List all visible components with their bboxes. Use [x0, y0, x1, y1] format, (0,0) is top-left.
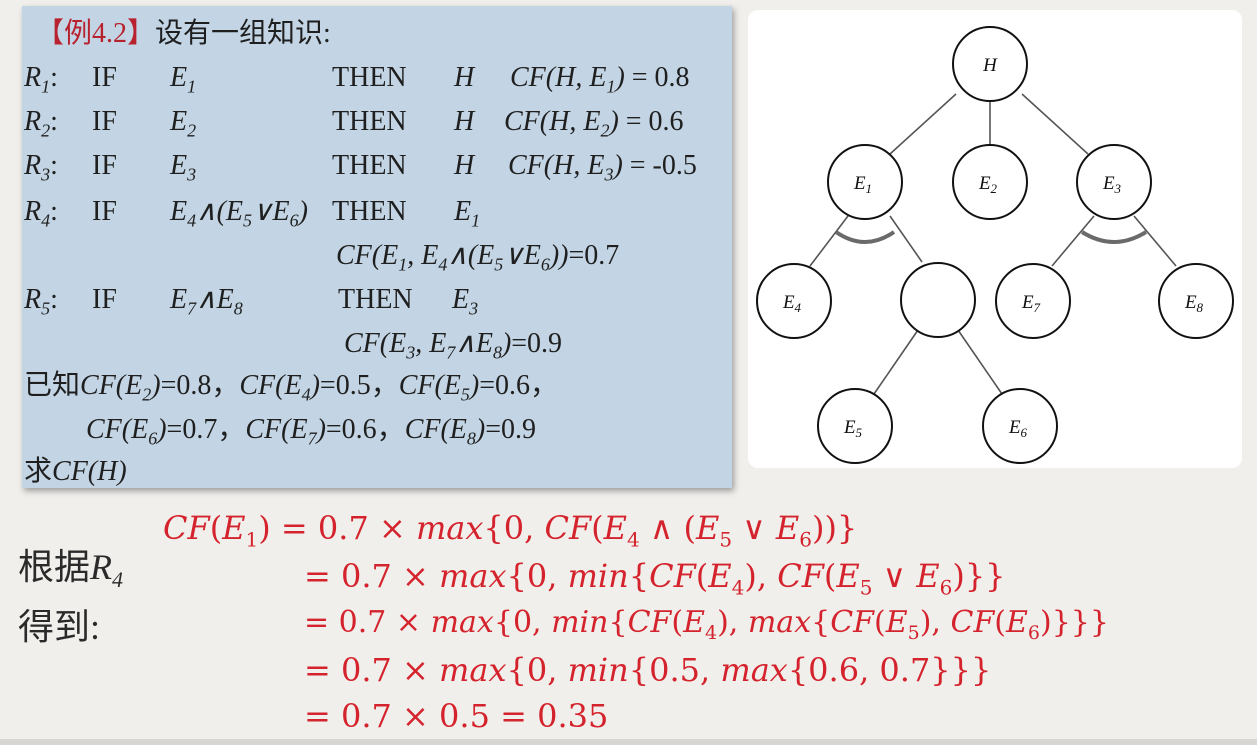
rule-r5: R5: [24, 284, 58, 319]
edge-e1-e4 [809, 215, 849, 267]
rule-r5-cf: CF(E3, E7∧E8)=0.9 [344, 328, 563, 363]
node-e6 [982, 388, 1058, 464]
rule-r4-then: THEN [332, 196, 407, 227]
rule-r1-conclusion: H [454, 62, 475, 93]
rule-r5-conclusion: E3 [452, 284, 479, 319]
rule-r3-conclusion: H [454, 150, 475, 181]
example-title: 【例4.2】设有一组知识: [36, 20, 331, 48]
and-arc-r5 [1080, 230, 1148, 244]
rule-r1-cf: CF(H, E1) = 0.8 [510, 62, 690, 97]
caption-according-r4: 根据R4 [18, 547, 124, 593]
node-h [952, 26, 1028, 102]
node-and [900, 262, 976, 338]
derivation-line-1: CF(E1) = 0.7 × max{0, CF(E4 ∧ (E5 ∨ E6))… [163, 509, 858, 552]
node-e5 [817, 388, 893, 464]
rule-r5-premise: E7∧E8 [170, 284, 243, 319]
rule-r3-premise: E3 [170, 150, 197, 185]
edge-and-e5 [873, 329, 919, 395]
known-values-line2: CF(E6)=0.7，CF(E7)=0.6，CF(E8)=0.9 [86, 414, 537, 449]
example-panel: 【例4.2】设有一组知识: R1: IF E1 THEN H CF(H, E1)… [22, 6, 732, 488]
rule-r2-premise: E2 [170, 106, 197, 141]
rule-r1-then: THEN [332, 62, 407, 93]
node-e7 [995, 263, 1071, 339]
node-e3 [1076, 144, 1152, 220]
derivation-line-2: = 0.7 × max{0, min{CF(E4), CF(E5 ∨ E6)}} [304, 557, 1006, 600]
derivation-line-4: = 0.7 × max{0, min{0.5, max{0.6, 0.7}}} [304, 651, 992, 689]
example-number: 【例4.2】 [36, 18, 156, 49]
rule-r1-premise: E1 [170, 62, 197, 97]
inference-tree-svg: H E1 E2 E3 E4 E7 E8 E5 E6 [756, 26, 1234, 464]
node-e4 [756, 263, 832, 339]
node-h-label: H [982, 55, 998, 76]
rule-r3-cf: CF(H, E3) = -0.5 [508, 150, 697, 185]
rule-r4: R4: [24, 196, 58, 231]
rule-r4-conclusion: E1 [454, 196, 481, 231]
and-arc-r4 [834, 230, 896, 244]
node-e8 [1158, 263, 1234, 339]
edge-e3-e8 [1133, 215, 1177, 267]
rule-r3: R3: [24, 150, 58, 185]
edge-h-e3 [1021, 93, 1089, 155]
rule-r1: R1: [24, 62, 58, 97]
rule-r5-if: IF [92, 284, 117, 315]
rule-r4-cf: CF(E1, E4∧(E5∨E6))=0.7 [336, 240, 620, 275]
slide-bottom-bar [0, 739, 1257, 745]
edge-h-e1 [889, 93, 957, 155]
rule-r3-if: IF [92, 150, 117, 181]
rule-r2-if: IF [92, 106, 117, 137]
node-e1 [827, 144, 903, 220]
question: 求CF(H) [24, 456, 127, 487]
rule-r2-cf: CF(H, E2) = 0.6 [504, 106, 684, 141]
inference-tree: H E1 E2 E3 E4 E7 E8 E5 E6 [748, 10, 1242, 468]
rule-r1-if: IF [92, 62, 117, 93]
rule-r4-if: IF [92, 196, 117, 227]
rule-r2: R2: [24, 106, 58, 141]
known-values-line1: 已知CF(E2)=0.8，CF(E4)=0.5，CF(E5)=0.6， [24, 370, 559, 405]
rule-r3-then: THEN [332, 150, 407, 181]
rule-r4-premise: E4∧(E5∨E6) [170, 196, 308, 231]
rule-r2-conclusion: H [454, 106, 475, 137]
node-e2 [952, 144, 1028, 220]
derivation-line-5: = 0.7 × 0.5 = 0.35 [304, 697, 609, 735]
edge-e1-and [889, 215, 923, 263]
caption-get: 得到: [18, 607, 101, 647]
rule-r5-then: THEN [338, 284, 413, 315]
derivation-line-3: = 0.7 × max{0, min{CF(E4), max{CF(E5), C… [304, 605, 1109, 644]
example-title-text: 设有一组知识: [155, 18, 331, 49]
edge-e3-e7 [1051, 215, 1095, 267]
rule-r2-then: THEN [332, 106, 407, 137]
edge-and-e6 [957, 329, 1003, 395]
